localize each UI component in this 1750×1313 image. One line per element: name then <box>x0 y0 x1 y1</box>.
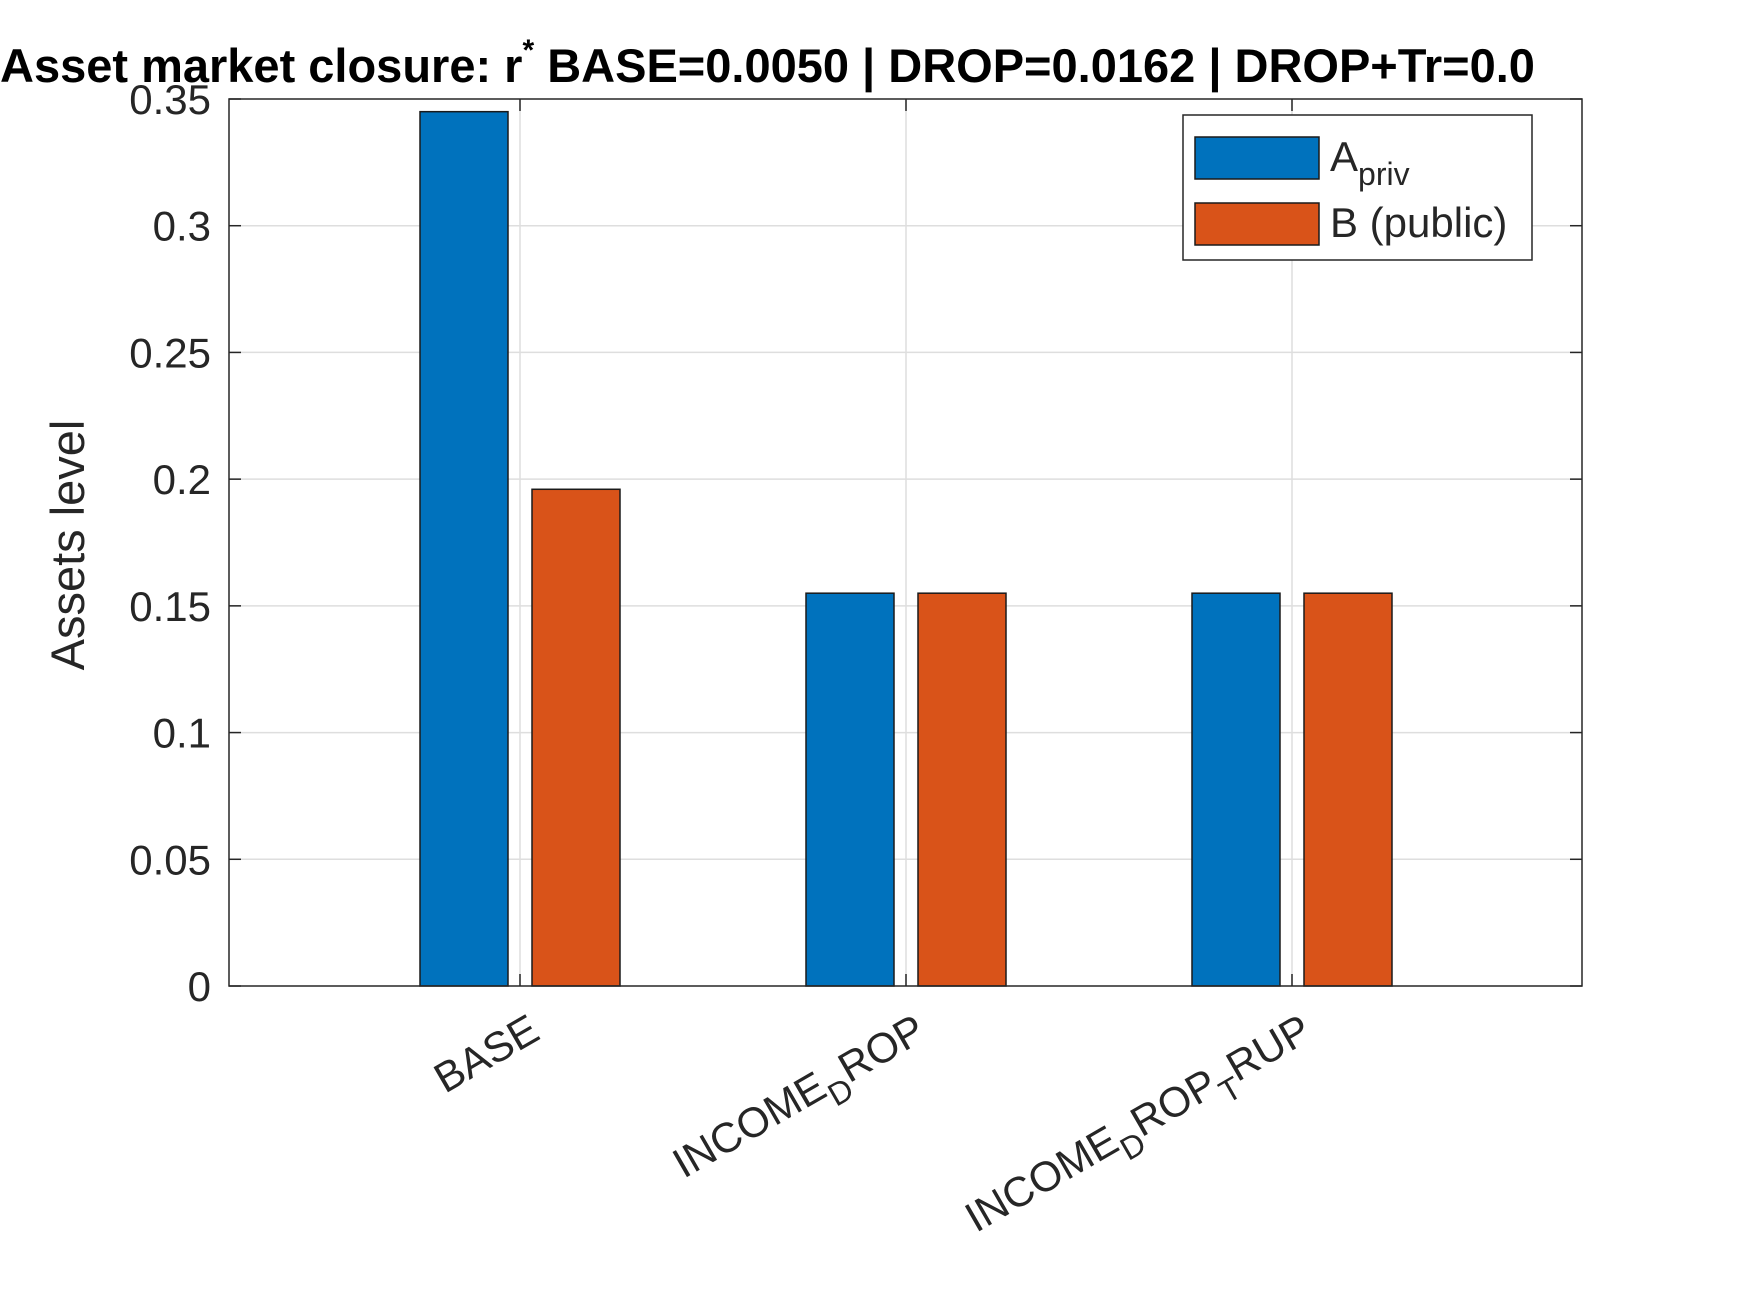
chart-title: Asset market closure: r* BASE=0.0050 | D… <box>0 34 1535 92</box>
bars <box>419 110 1393 987</box>
bar-a-priv-base <box>419 110 509 987</box>
legend-swatch-b-public <box>1194 202 1320 246</box>
bar-b-public-income-drop-trup <box>1303 592 1393 987</box>
y-tick-label: 0 <box>188 963 211 1010</box>
title-text: Asset market closure: r <box>0 39 522 92</box>
bar-b-public-income-drop <box>917 592 1007 987</box>
bar-a-priv-income-drop <box>805 592 895 987</box>
y-tick-labels: 0 0.05 0.1 0.15 0.2 0.25 0.3 0.35 <box>129 76 211 1010</box>
bar-a-priv-income-drop-trup <box>1191 592 1281 987</box>
x-tick-label: INCOMEDROPTRUP <box>957 1005 1325 1251</box>
y-tick-label: 0.15 <box>129 583 211 630</box>
title-superscript: * <box>522 34 534 67</box>
x-tick-label: BASE <box>426 1005 547 1102</box>
legend: Apriv B (public) <box>1182 114 1533 261</box>
legend-label-b-public: B (public) <box>1330 199 1507 246</box>
x-tick-label-part: ROP <box>1122 1059 1224 1145</box>
y-tick-label: 0.1 <box>153 710 211 757</box>
x-tick-label-part: INCOME <box>957 1116 1126 1241</box>
title-text-rest: BASE=0.0050 | DROP=0.0162 | DROP+Tr=0.0 <box>534 39 1535 92</box>
y-tick-label: 0.3 <box>153 203 211 250</box>
x-tick-label-part: INCOME <box>665 1062 834 1187</box>
y-tick-label: 0.25 <box>129 329 211 376</box>
x-tick-label: INCOMEDROP <box>665 1005 939 1197</box>
axis-ticks <box>229 98 1582 987</box>
x-tick-label-part: BASE <box>426 1005 547 1102</box>
legend-swatch-a-priv <box>1194 136 1320 180</box>
y-axis-label: Assets level <box>41 420 94 671</box>
x-tick-label-part: RUP <box>1218 1005 1318 1090</box>
bar-b-public-base <box>531 488 621 987</box>
legend-label-a-priv: Apriv <box>1330 133 1410 192</box>
x-tick-label-part: ROP <box>830 1005 932 1091</box>
y-tick-label: 0.35 <box>129 76 211 123</box>
y-tick-label: 0.05 <box>129 836 211 883</box>
y-tick-label: 0.2 <box>153 456 211 503</box>
